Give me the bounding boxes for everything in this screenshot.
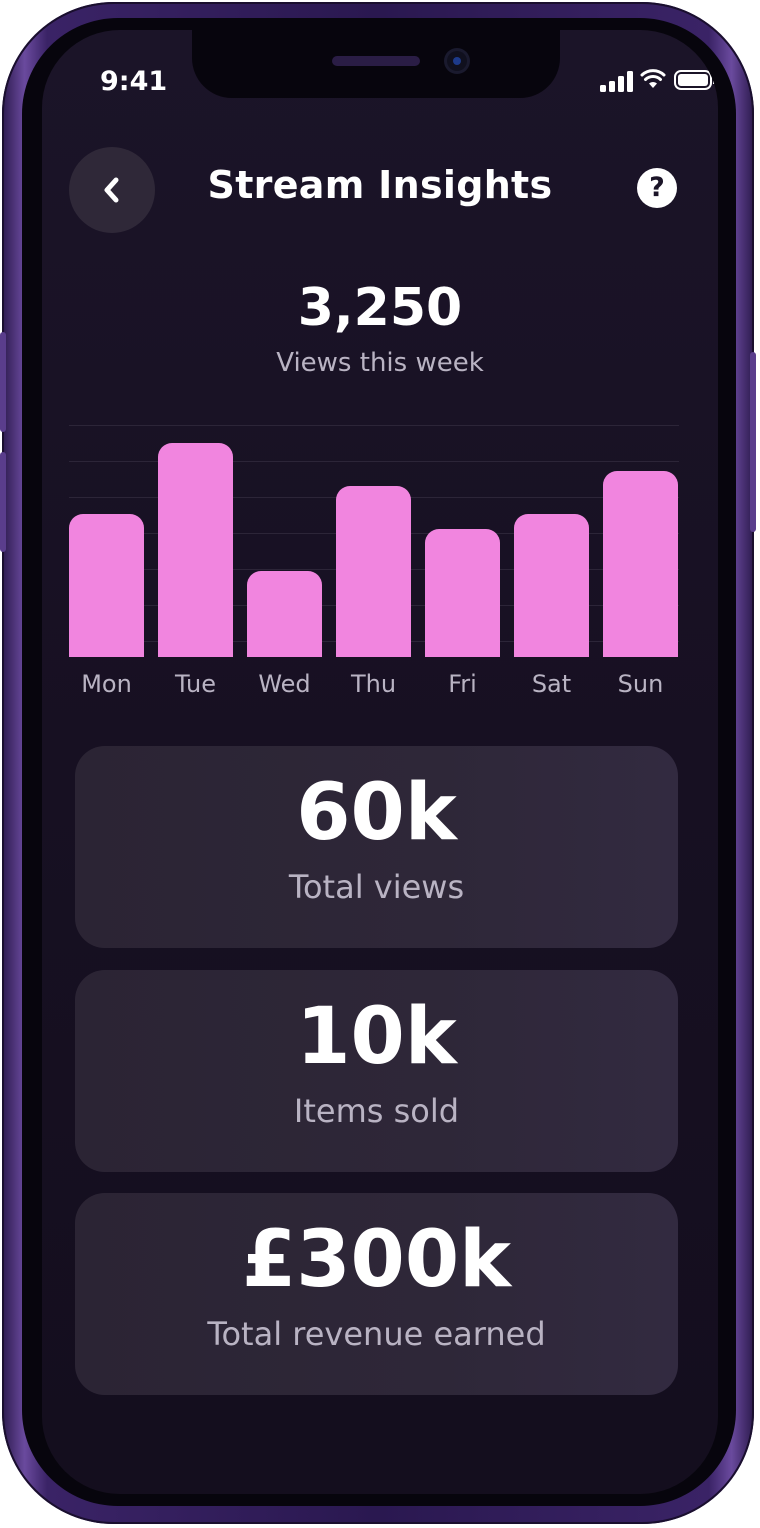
page-title: Stream Insights: [207, 163, 553, 207]
weekly-views-label: Views this week: [276, 348, 484, 378]
status-time: 9:41: [100, 66, 168, 97]
speaker-grille: [332, 56, 420, 66]
x-tick-label: Tue: [175, 670, 216, 698]
gridline: [69, 425, 679, 426]
weekly-views-value: 3,250: [297, 278, 463, 338]
x-tick-label: Sat: [531, 670, 572, 698]
bar-sun: [603, 471, 678, 657]
x-tick-label: Fri: [448, 670, 477, 698]
revenue-value: £300k: [242, 1215, 511, 1305]
power-button: [750, 352, 756, 532]
x-tick-label: Mon: [81, 670, 132, 698]
bar-wed: [247, 571, 322, 657]
x-tick-label: Wed: [258, 670, 311, 698]
x-tick-label: Sun: [617, 670, 664, 698]
volume-down-button: [0, 452, 6, 552]
battery-icon: [674, 70, 716, 90]
back-button[interactable]: [69, 147, 155, 233]
items-sold-card: 10k Items sold: [75, 970, 678, 1172]
weekly-views-chart: Mon Tue Wed Thu Fri Sat Sun: [69, 425, 679, 725]
total-views-label: Total views: [288, 868, 465, 906]
revenue-label: Total revenue earned: [207, 1315, 546, 1353]
total-views-card: 60k Total views: [75, 746, 678, 948]
screen: 9:41 Stream Insights ? 3,250 Views this …: [42, 30, 718, 1494]
chevron-left-icon: [104, 177, 119, 203]
bar-tue: [158, 443, 233, 657]
wifi-icon: [640, 69, 666, 88]
notch: [192, 30, 560, 98]
x-tick-label: Thu: [350, 670, 397, 698]
help-icon[interactable]: ?: [637, 168, 677, 208]
items-sold-value: 10k: [296, 992, 457, 1082]
revenue-card: £300k Total revenue earned: [75, 1193, 678, 1395]
bar-thu: [336, 486, 411, 657]
bar-sat: [514, 514, 589, 657]
front-camera: [447, 51, 467, 71]
bar-fri: [425, 529, 500, 657]
total-views-value: 60k: [296, 768, 457, 858]
signal-icon: [600, 70, 634, 92]
bar-mon: [69, 514, 144, 657]
gridline: [69, 461, 679, 462]
volume-up-button: [0, 332, 6, 432]
items-sold-label: Items sold: [293, 1092, 460, 1130]
